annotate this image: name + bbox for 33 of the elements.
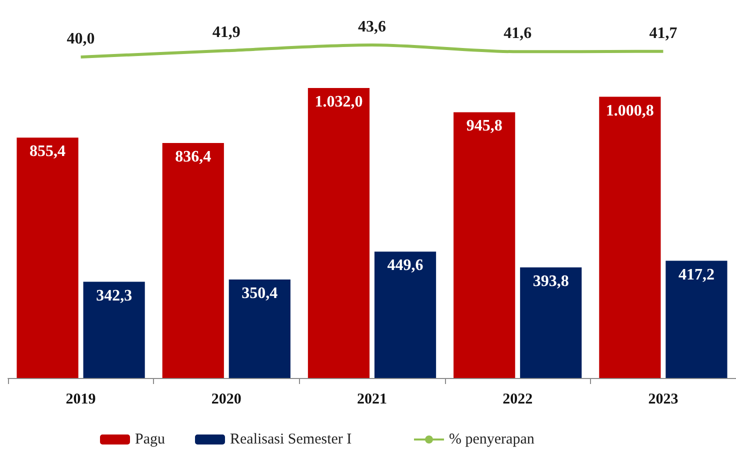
bar — [83, 282, 145, 378]
bar — [666, 260, 728, 378]
data-label: 350,4 — [242, 285, 278, 302]
bar — [16, 138, 78, 378]
legend-label: % penyerapan — [449, 432, 535, 448]
data-label: 836,4 — [175, 148, 212, 166]
data-label: 41,9 — [212, 24, 240, 42]
data-label: 417,2 — [678, 266, 714, 284]
bar — [162, 142, 224, 378]
data-label: 41,6 — [504, 25, 532, 42]
bar — [520, 267, 582, 378]
legend-label: Realisasi Semester I — [230, 432, 352, 448]
data-label: 449,6 — [387, 257, 424, 274]
x-tick-label: 2019 — [66, 392, 96, 408]
data-label: 41,7 — [649, 24, 678, 42]
data-label: 1.032,0 — [314, 94, 363, 110]
bar — [599, 96, 661, 378]
x-tick-label: 2022 — [502, 392, 533, 408]
bar — [454, 112, 516, 378]
bar — [308, 88, 370, 378]
x-tick-label: 2021 — [357, 392, 387, 408]
legend-label: Pagu — [135, 432, 166, 448]
bar — [228, 280, 290, 378]
bar — [374, 252, 436, 378]
data-label: 342,3 — [96, 287, 132, 304]
data-label: 855,4 — [30, 143, 66, 160]
data-label: 43,6 — [358, 18, 386, 36]
x-tick-label: 2020 — [211, 392, 242, 408]
data-label: 1.000,8 — [606, 102, 654, 120]
x-tick-label: 2023 — [648, 392, 678, 408]
data-label: 40,0 — [66, 30, 95, 48]
data-label: 945,8 — [466, 118, 502, 135]
data-label: 393,8 — [532, 272, 569, 290]
